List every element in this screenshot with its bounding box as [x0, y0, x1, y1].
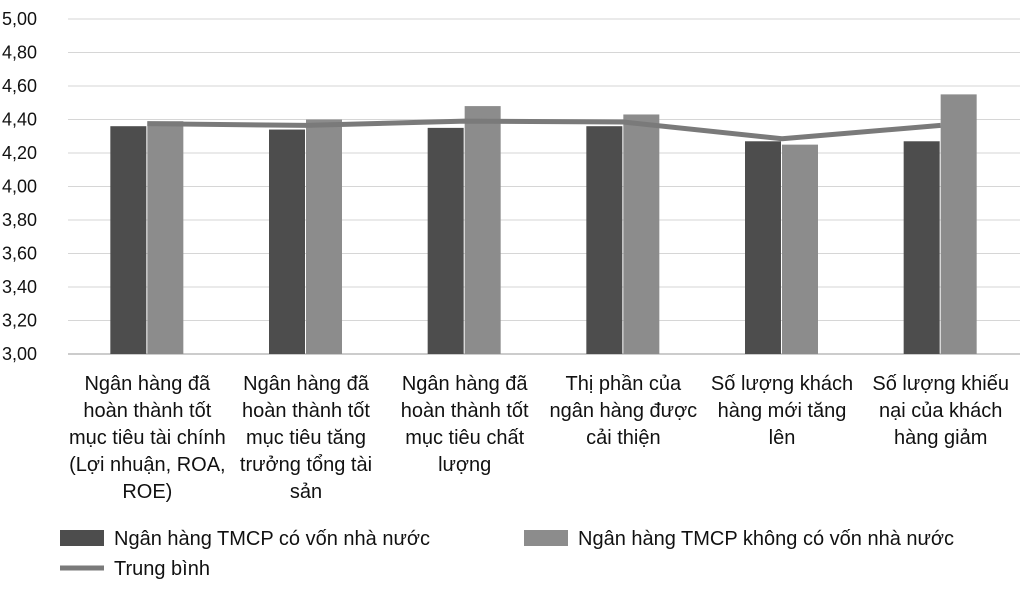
bar-series-1-cat-3	[623, 114, 660, 354]
bar-series-0-cat-3	[586, 126, 623, 354]
legend-swatch-series-0	[60, 530, 104, 546]
x-category-label: Thị phần của ngân hàng được cải thiện	[549, 373, 697, 449]
legend: Ngân hàng TMCP có vốn nhà nước Ngân hàng…	[60, 528, 954, 580]
bar-series-1-cat-1	[306, 119, 342, 354]
legend-swatch-series-1	[524, 530, 568, 546]
line-series-trung-binh	[147, 118, 941, 142]
bar-series-0-cat-5	[903, 141, 940, 354]
gridlines	[68, 18, 1020, 355]
y-tick-label: 4,80	[2, 43, 37, 63]
y-tick-label: 4,40	[2, 110, 37, 130]
legend-label-series-2: Trung bình	[114, 558, 210, 580]
y-tick-label: 3,60	[2, 244, 37, 264]
legend-label-series-1: Ngân hàng TMCP không có vốn nhà nước	[578, 528, 954, 550]
bar-series-1-cat-5	[940, 94, 977, 354]
x-axis-categories: Ngân hàng đã hoàn thành tốt mục tiêu tài c…	[69, 373, 1009, 503]
y-tick-label: 3,20	[2, 311, 37, 331]
bar-series-1-cat-0	[147, 121, 184, 354]
bar-series-0-cat-1	[269, 129, 305, 354]
bar-series-1-cat-2	[464, 106, 501, 354]
bar-series-0-cat-2	[427, 127, 464, 354]
y-tick-label: 3,00	[2, 344, 37, 364]
x-category-label: Ngân hàng đã hoàn thành tốt mục tiêu chất l…	[401, 373, 529, 476]
y-tick-label: 3,80	[2, 210, 37, 230]
y-axis-ticks: 5,00 4,80 4,60 4,40 4,20 4,00 3,80 3,60 3,40 3,20…	[2, 9, 37, 364]
bar-series-0-cat-0	[110, 126, 147, 354]
average-line	[147, 118, 941, 142]
bar-series-1-cat-4	[782, 144, 818, 354]
y-tick-label: 4,20	[2, 143, 37, 163]
bar-series-0-cat-4	[745, 141, 781, 354]
x-category-label: Số lượng khiếu nại của khách hàng giảm	[872, 373, 1009, 449]
legend-label-series-0: Ngân hàng TMCP có vốn nhà nước	[114, 528, 430, 550]
x-category-label: Ngân hàng đã hoàn thành tốt mục tiêu tăng t…	[240, 373, 372, 503]
y-tick-label: 4,00	[2, 177, 37, 197]
x-category-label: Số lượng khách hàng mới tăng lên	[711, 373, 853, 449]
y-tick-label: 4,60	[2, 76, 37, 96]
x-category-label: Ngân hàng đã hoàn thành tốt mục tiêu tài c…	[69, 373, 226, 503]
y-tick-label: 5,00	[2, 9, 37, 29]
y-tick-label: 3,40	[2, 277, 37, 297]
bars	[110, 94, 977, 354]
